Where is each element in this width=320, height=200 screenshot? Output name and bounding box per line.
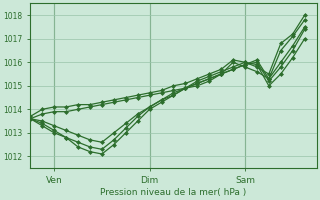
X-axis label: Pression niveau de la mer( hPa ): Pression niveau de la mer( hPa ) xyxy=(100,188,247,197)
